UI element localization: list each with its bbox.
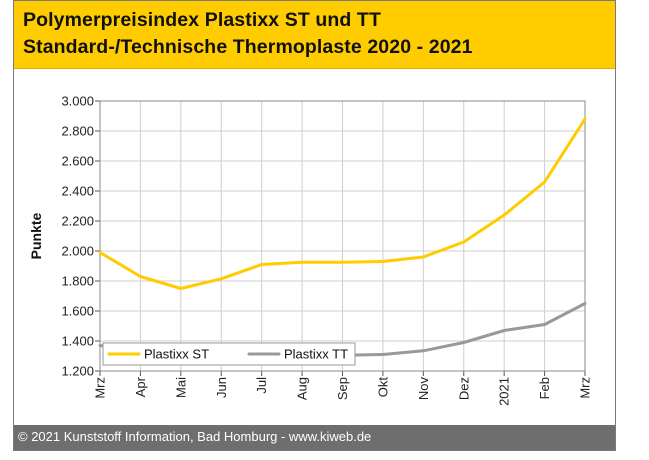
x-tick-label: Jun	[214, 377, 229, 398]
chart-title: Polymerpreisindex Plastixx ST und TT	[23, 9, 381, 31]
x-tick-label: Sep	[335, 377, 350, 400]
x-tick-label: Nov	[416, 377, 431, 401]
x-tick-label: Jul	[254, 377, 269, 394]
x-tick-label: Dez	[456, 377, 471, 400]
x-tick-label: Mai	[173, 377, 188, 398]
y-tick-label: 2.000	[61, 244, 94, 259]
legend-label-st: Plastixx ST	[144, 347, 209, 362]
x-tick-label: Okt	[375, 377, 390, 398]
legend-label-tt: Plastixx TT	[284, 347, 348, 362]
x-tick-label: 2021	[497, 377, 512, 406]
chart-header: Polymerpreisindex Plastixx ST und TT Sta…	[14, 1, 615, 69]
chart-subtitle: Standard-/Technische Thermoplaste 2020 -…	[23, 36, 473, 58]
x-tick-label: Mrz	[93, 377, 108, 399]
series-line-plastixx-st	[98, 117, 587, 290]
y-tick-label: 2.800	[61, 124, 94, 139]
y-tick-label: 3.000	[61, 94, 94, 109]
legend-box	[102, 342, 356, 366]
x-tick-label: Apr	[133, 376, 148, 397]
plot-border	[99, 100, 586, 372]
y-axis-label: Punkte	[28, 212, 44, 259]
y-tick-label: 1.600	[61, 304, 94, 319]
y-tick-label: 1.400	[61, 334, 94, 349]
x-tick-label: Feb	[537, 377, 552, 399]
copyright-text: © 2021 Kunststoff Information, Bad Hombu…	[18, 429, 372, 444]
y-tick-label: 2.400	[61, 184, 94, 199]
y-tick-label: 1.200	[61, 364, 94, 379]
y-tick-label: 2.600	[61, 154, 94, 169]
y-tick-label: 2.200	[61, 214, 94, 229]
x-tick-label: Aug	[295, 377, 310, 400]
x-tick-label: Mrz	[578, 377, 593, 399]
chart-footer: © 2021 Kunststoff Information, Bad Hombu…	[14, 425, 615, 450]
y-tick-label: 1.800	[61, 274, 94, 289]
